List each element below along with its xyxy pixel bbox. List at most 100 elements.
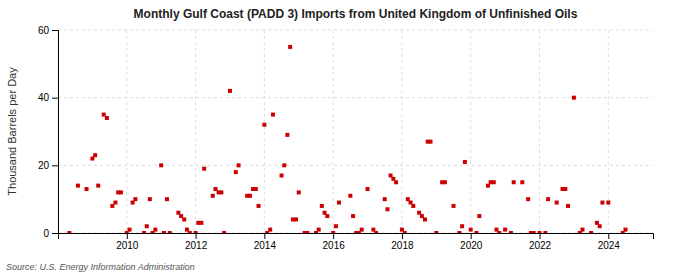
point [543,231,547,233]
point [503,228,507,232]
point [520,180,524,184]
grid-line-y [58,165,653,166]
point [271,113,275,117]
point [589,231,593,233]
point [374,231,378,233]
point [463,160,467,164]
point [76,184,80,188]
tick: 2014 [254,233,277,251]
point [572,96,576,100]
point [600,201,604,205]
tick-label: 60 [38,25,50,36]
tick: 20 [38,160,58,171]
tick-mark [471,233,472,239]
tick-label: 40 [38,92,50,103]
tick: 2018 [391,233,414,251]
point [385,207,389,211]
tick: 2016 [323,233,346,251]
point [492,180,496,184]
point [85,187,89,191]
tick: 0 [43,228,58,239]
chart: 2010 2012 2014 2016 2018 2020 2022 2024 0 20 40 60 M… [0,0,675,275]
tick-label: 2016 [323,240,346,251]
point [452,204,456,208]
point [325,214,329,218]
point [219,190,223,194]
point [460,224,464,228]
point [96,184,100,188]
point [497,231,501,233]
point [297,190,301,194]
point [331,231,335,233]
point [248,194,252,198]
grid [58,30,653,233]
tick-label: 20 [38,160,50,171]
grid-line-x [126,30,127,233]
tick-mark [52,30,58,31]
point [366,187,370,191]
tick: 2024 [598,233,621,251]
point [199,221,203,225]
grid-line-x [195,30,196,233]
point [262,123,266,127]
point [394,180,398,184]
point [285,133,289,137]
x-axis: 2010 2012 2014 2016 2018 2020 2022 2024 [59,233,654,251]
title: Monthly Gulf Coast (PADD 3) Imports from… [134,7,578,21]
tick-label: 0 [43,228,49,239]
point [67,231,71,233]
y-axis-title: Thousand Barrels per Day [6,67,18,196]
tick-label: 2024 [598,240,621,251]
point [148,197,152,201]
point [254,187,258,191]
point [428,140,432,144]
tick-label: 2022 [529,240,552,251]
point [337,201,341,205]
tick: 2010 [116,233,139,251]
point [142,231,146,233]
grid-line-x [333,30,334,233]
point [93,153,97,157]
point [268,228,272,232]
point [546,197,550,201]
point [512,180,516,184]
point [383,197,387,201]
point [288,45,292,49]
tick: 2020 [460,233,483,251]
point [317,228,321,232]
point [477,214,481,218]
tick-mark [52,233,58,234]
tick: 60 [38,25,58,36]
point [280,173,284,177]
tick: 40 [38,92,58,103]
point [159,163,163,167]
tick-mark [52,165,58,166]
point [348,194,352,198]
point [211,194,215,198]
tick: 2012 [185,233,208,251]
tick-mark [264,233,265,239]
point [133,197,137,201]
point [623,228,627,232]
point [443,180,447,184]
point [423,217,427,221]
point [411,204,415,208]
point [469,228,473,232]
tick-mark [402,233,403,239]
tick-mark [333,233,334,239]
plot-area: 2010 2012 2014 2016 2018 2020 2022 2024 0 20 40 60 [38,25,654,251]
tick-mark [540,233,541,239]
tick-label: 2010 [116,240,139,251]
x-axis-line [59,234,654,240]
point [606,201,610,205]
tick-mark [127,233,128,239]
point [257,204,261,208]
point [119,190,123,194]
point [475,231,479,233]
tick: 2022 [529,233,552,251]
point [320,204,324,208]
point [555,201,559,205]
y-axis: 0 20 40 60 [38,25,59,239]
point [105,116,109,120]
grid-line-x [539,30,540,233]
